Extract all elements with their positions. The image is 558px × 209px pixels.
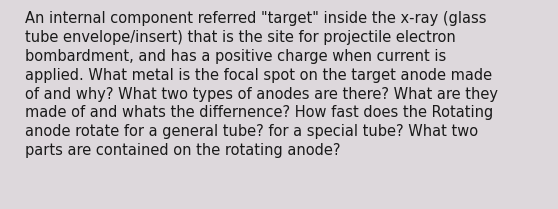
Text: An internal component referred "target" inside the x-ray (glass
tube envelope/in: An internal component referred "target" …: [25, 11, 498, 158]
